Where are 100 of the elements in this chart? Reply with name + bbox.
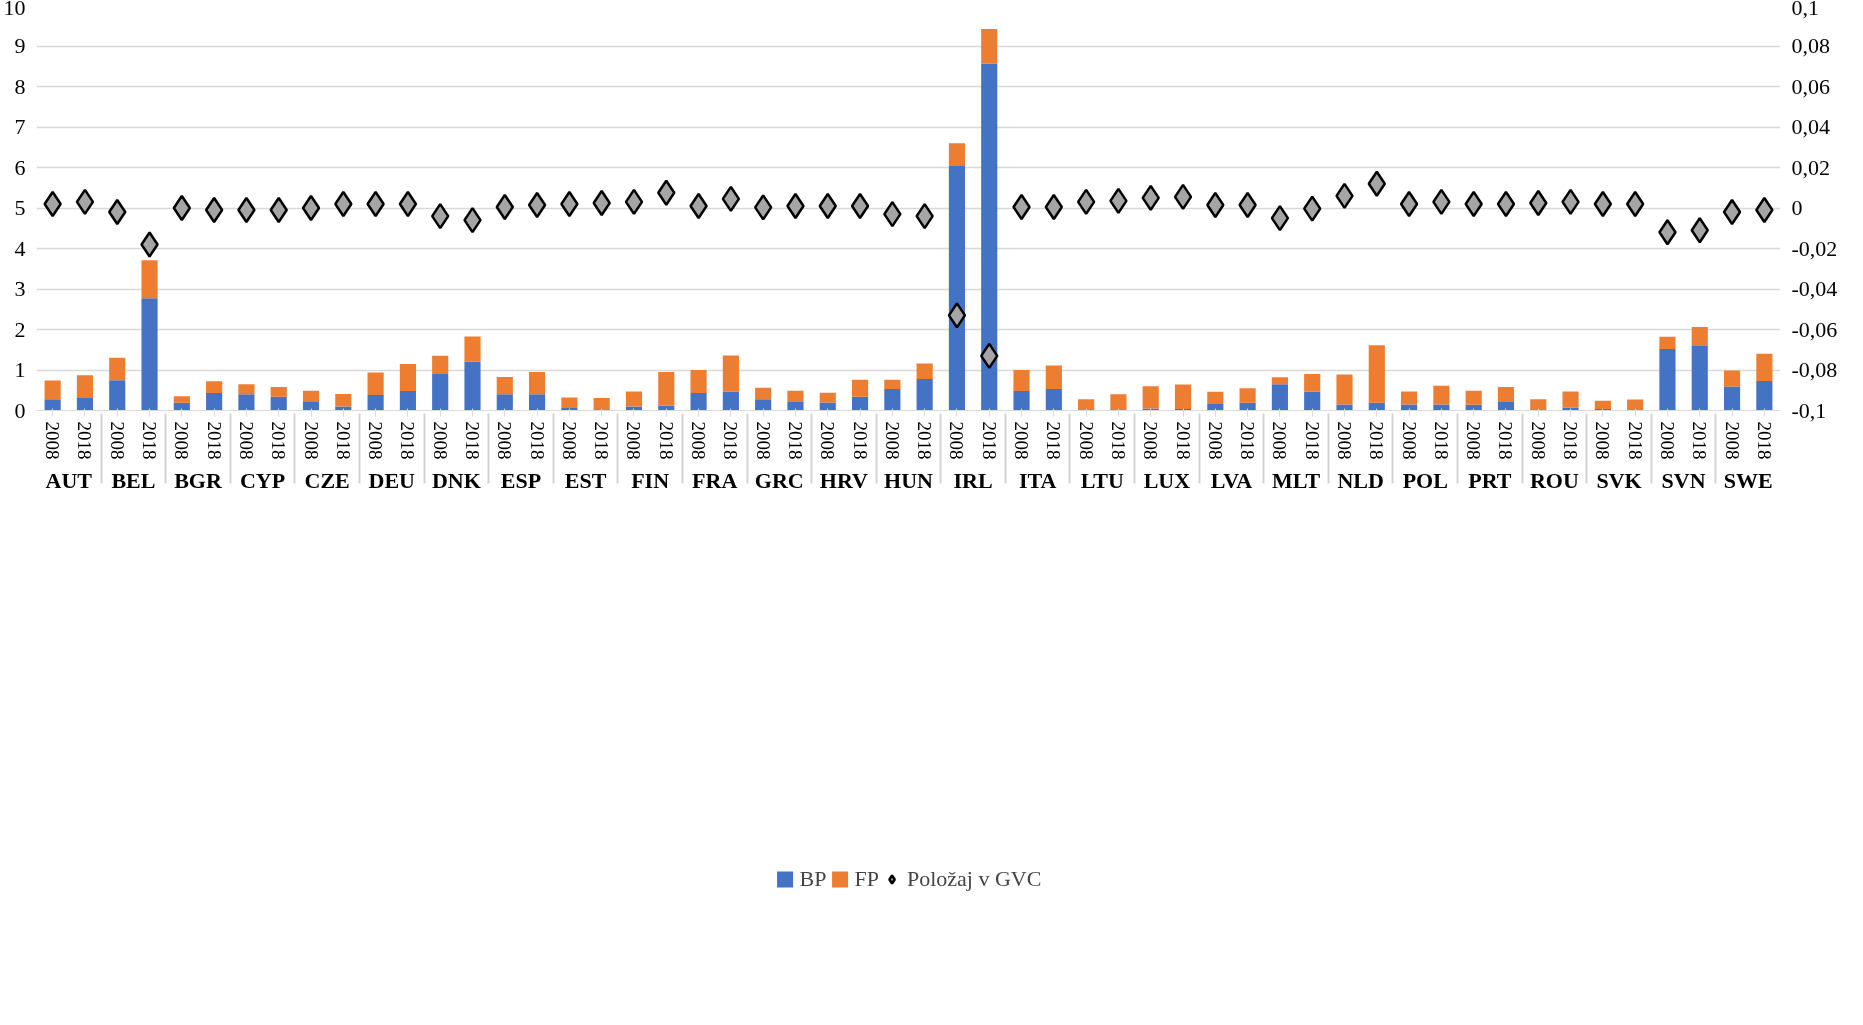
y2-tick-label: -0,1 xyxy=(1791,397,1827,423)
y-tick-label: 5 xyxy=(14,195,26,220)
x-tick-label: 2018 xyxy=(720,421,742,460)
text: CYP xyxy=(239,467,286,493)
x-tick-label: 2008 xyxy=(1011,421,1033,460)
legend-label: FP xyxy=(854,865,879,892)
y-tick-label: 2 xyxy=(14,316,26,342)
text: LUX xyxy=(1143,467,1191,493)
x-tick-label: 2018 xyxy=(784,421,806,460)
text: ESP xyxy=(500,467,542,493)
x-tick-label: 2018 xyxy=(914,421,936,460)
x-tick-label: 2018 xyxy=(332,421,354,460)
x-tick-label: 2008 xyxy=(1463,421,1485,460)
y2-tick-label: 0 xyxy=(1791,195,1803,220)
x-tick-label: 2018 xyxy=(139,421,161,460)
y-tick-label: 3 xyxy=(14,276,26,301)
x-tick-label: 2018 xyxy=(462,421,483,460)
x-tick-label: 2008 xyxy=(623,421,645,460)
x-tick-label: 2018 xyxy=(1689,421,1711,460)
x-tick-label: 2008 xyxy=(881,421,903,460)
x-tick-label: 2008 xyxy=(171,421,193,460)
x-tick-label: 2008 xyxy=(1075,421,1097,460)
x-tick-label: 2008 xyxy=(752,421,774,460)
x-tick-label: 2008 xyxy=(235,421,257,460)
y-tick-label: 6 xyxy=(14,154,26,180)
x-tick-label: 2008 xyxy=(106,421,128,460)
text: DEU xyxy=(368,467,416,493)
y2-tick-label: 0,1 xyxy=(1791,0,1819,20)
text: ROU xyxy=(1529,467,1579,493)
x-tick-label: 2008 xyxy=(365,421,387,460)
x-tick-label: 2018 xyxy=(849,421,871,460)
x-tick-label: 2008 xyxy=(42,421,64,460)
y-tick-label: 4 xyxy=(14,235,26,261)
x-tick-label: 2008 xyxy=(558,421,580,460)
y2-tick-label: -0,04 xyxy=(1791,276,1838,301)
text: SVK xyxy=(1596,467,1642,493)
x-tick-label: 2008 xyxy=(494,421,516,460)
y-tick-label: 1 xyxy=(14,357,26,382)
text: BEL xyxy=(111,467,156,493)
x-tick-label: 2018 xyxy=(268,421,290,460)
x-tick-label: 2018 xyxy=(978,421,1000,460)
text: SWE xyxy=(1723,467,1773,493)
x-tick-label: 2008 xyxy=(429,421,451,460)
text: AUT xyxy=(45,467,93,493)
x-tick-label: 2018 xyxy=(74,421,96,460)
x-tick-label: 2008 xyxy=(1527,421,1549,460)
y2-tick-label: 0,08 xyxy=(1791,33,1830,58)
y-tick-label: 7 xyxy=(14,114,26,139)
x-tick-label: 2008 xyxy=(1269,421,1291,460)
text: SVN xyxy=(1661,467,1706,493)
x-tick-label: 2018 xyxy=(1301,421,1323,460)
x-tick-label: 2008 xyxy=(300,421,322,460)
x-tick-label: 2018 xyxy=(526,421,548,460)
x-tick-label: 2018 xyxy=(1107,421,1129,460)
x-tick-label: 2018 xyxy=(1560,421,1582,460)
y-tick-label: 9 xyxy=(14,33,26,58)
x-tick-label: 2008 xyxy=(688,421,710,460)
x-tick-label: 2018 xyxy=(1495,421,1517,460)
x-tick-label: 2008 xyxy=(946,421,968,460)
x-tick-label: 2018 xyxy=(1043,421,1065,460)
y2-tick-label: 0,02 xyxy=(1791,154,1830,180)
x-tick-label: 2018 xyxy=(1237,421,1259,460)
text: PRT xyxy=(1468,467,1512,493)
x-tick-label: 2018 xyxy=(1430,421,1452,460)
x-tick-label: 2008 xyxy=(1592,421,1614,460)
text: CZE xyxy=(304,467,350,493)
x-tick-label: 2008 xyxy=(1398,421,1420,460)
x-tick-label: 2018 xyxy=(397,421,419,460)
x-tick-label: 2018 xyxy=(1753,421,1775,460)
text: HUN xyxy=(884,467,934,493)
y2-tick-label: -0,02 xyxy=(1791,235,1838,261)
text: DNK xyxy=(431,467,481,493)
text: EST xyxy=(564,467,607,493)
y2-tick-label: 0,04 xyxy=(1791,114,1830,139)
x-tick-label: 2008 xyxy=(817,421,839,460)
x-tick-label: 2008 xyxy=(1204,421,1226,460)
x-tick-label: 2008 xyxy=(1334,421,1355,460)
text: NLD xyxy=(1337,467,1384,493)
text: IRL xyxy=(953,467,993,493)
text: FRA xyxy=(692,467,738,493)
x-tick-label: 2018 xyxy=(655,421,677,460)
y2-tick-label: 0,06 xyxy=(1791,73,1830,99)
x-tick-label: 2018 xyxy=(1172,421,1194,460)
text: LVA xyxy=(1210,467,1253,493)
y2-tick-label: -0,06 xyxy=(1791,316,1838,342)
y-tick-label: 10 xyxy=(3,0,26,20)
text: BGR xyxy=(174,467,223,493)
x-tick-label: 2018 xyxy=(1366,421,1388,460)
y-tick-label: 0 xyxy=(14,397,26,423)
text: LTU xyxy=(1080,467,1124,493)
text: ITA xyxy=(1018,467,1057,493)
x-tick-label: 2018 xyxy=(591,421,613,460)
y-tick-label: 8 xyxy=(14,73,26,99)
y2-tick-label: -0,08 xyxy=(1791,357,1838,382)
x-tick-label: 2008 xyxy=(1721,421,1743,460)
x-tick-label: 2008 xyxy=(1140,421,1162,460)
text: MLT xyxy=(1272,467,1321,493)
text: POL xyxy=(1402,467,1448,493)
legend-label: Položaj v GVC xyxy=(906,865,1042,892)
text: GRC xyxy=(754,467,804,493)
